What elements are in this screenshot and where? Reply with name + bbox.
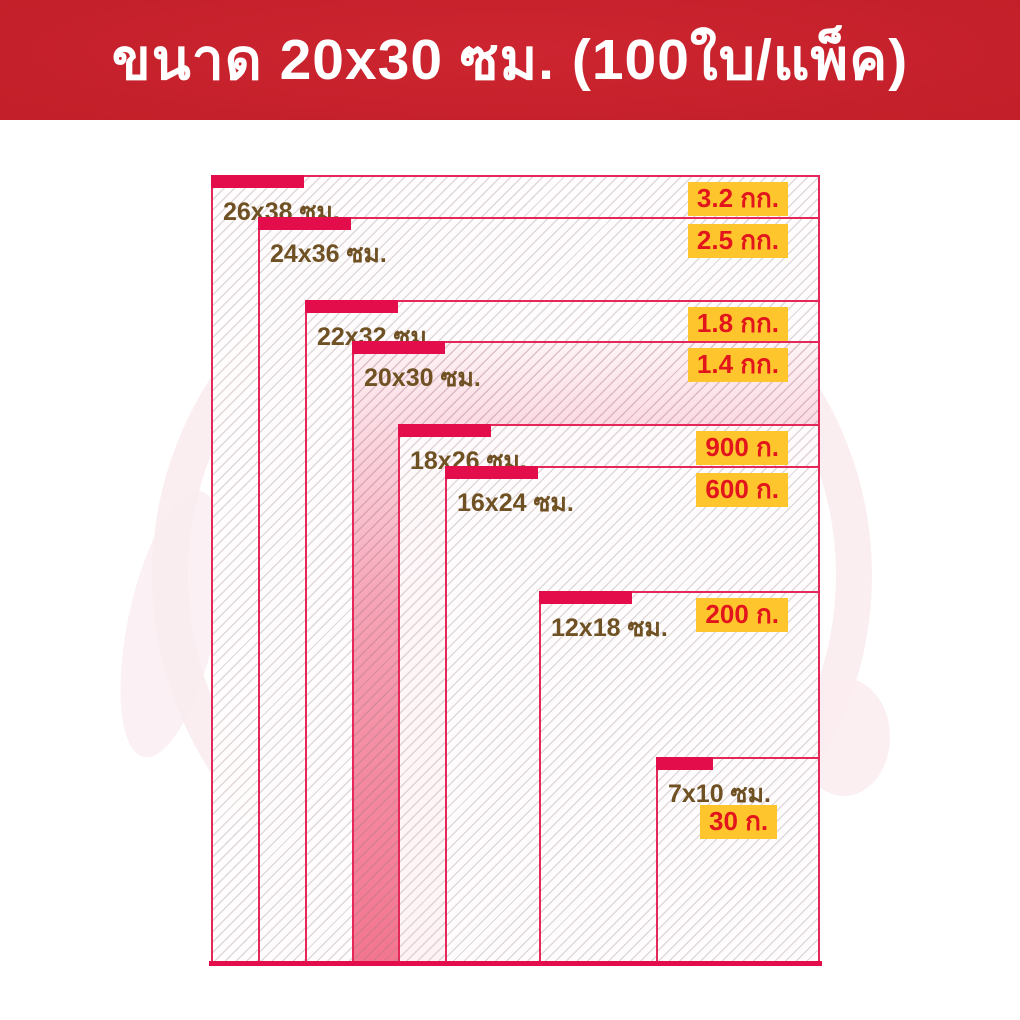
bag-corner-bar	[305, 300, 398, 313]
bag-weight-badge: 3.2 กก.	[687, 182, 788, 216]
header-banner: ขนาด 20x30 ซม. (100ใบ/แพ็ค)	[0, 0, 1020, 120]
bag-corner-bar	[539, 591, 632, 604]
bag-weight-badge: 200 ก.	[696, 598, 788, 632]
bag-size-label: 20x30 ซม.	[364, 364, 481, 392]
bag-size-label: 12x18 ซม.	[551, 614, 668, 642]
bag-weight-badge: 900 ก.	[696, 431, 788, 465]
bag-corner-bar	[258, 217, 351, 230]
bag-weight-badge: 30 ก.	[700, 805, 778, 839]
bag-weight-badge: 1.8 กก.	[687, 307, 788, 341]
bag-corner-bar	[445, 466, 538, 479]
bag-weight-badge: 1.4 กก.	[687, 348, 788, 382]
bag-weight-badge: 600 ก.	[696, 473, 788, 507]
bag-weight-badge: 2.5 กก.	[687, 224, 788, 258]
bag-corner-bar	[211, 175, 304, 188]
bag-size-label: 16x24 ซม.	[457, 489, 574, 517]
bag-rect-7x10: 7x10 ซม. 30 ก.	[656, 757, 820, 965]
bag-corner-bar	[398, 424, 491, 437]
bag-size-label: 24x36 ซม.	[270, 240, 387, 268]
bag-corner-bar	[656, 757, 713, 770]
page-title: ขนาด 20x30 ซม. (100ใบ/แพ็ค)	[111, 28, 909, 92]
bag-corner-bar	[352, 341, 445, 354]
diagram-baseline	[209, 961, 822, 966]
bag-size-label: 7x10 ซม.	[668, 780, 771, 808]
